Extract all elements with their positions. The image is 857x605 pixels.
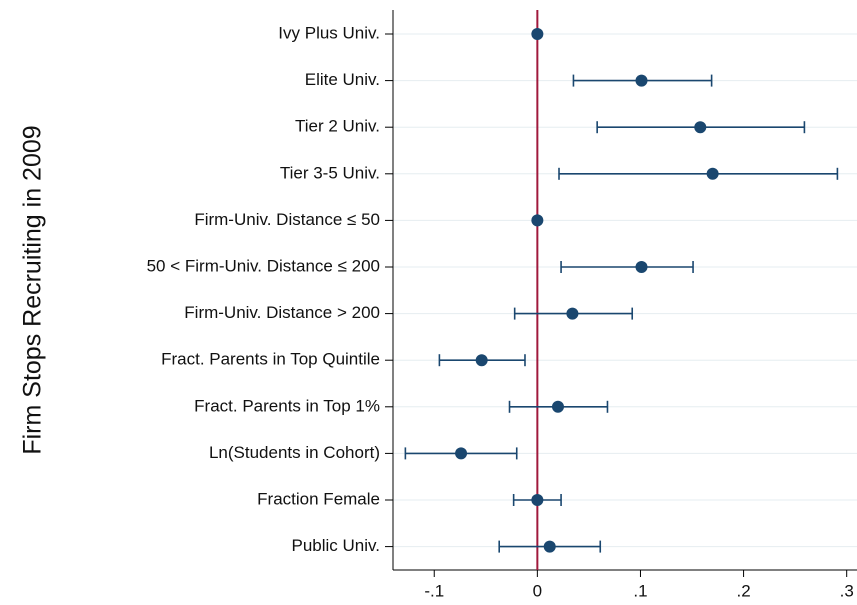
point <box>543 540 556 553</box>
point <box>531 214 544 227</box>
point <box>566 307 579 320</box>
point <box>475 354 488 367</box>
y-tick-label: Fract. Parents in Top Quintile <box>161 350 380 369</box>
x-tick-label: .2 <box>736 581 750 600</box>
y-tick-label: Elite Univ. <box>305 70 380 89</box>
y-axis-label: Firm Stops Recruiting in 2009 <box>19 125 47 454</box>
y-tick-label: Ivy Plus Univ. <box>278 23 380 42</box>
error-bar <box>560 261 694 273</box>
point <box>694 121 707 134</box>
point <box>635 74 648 87</box>
x-tick-label: -.1 <box>424 581 444 600</box>
point <box>455 447 468 460</box>
x-tick-label: .1 <box>633 581 647 600</box>
point <box>635 261 648 273</box>
y-tick-label: Public Univ. <box>292 536 381 555</box>
y-tick-label: Ln(Students in Cohort) <box>209 443 380 462</box>
x-tick-label: 0 <box>533 581 542 600</box>
point <box>531 28 544 40</box>
x-tick-label: .3 <box>840 581 854 600</box>
point <box>531 494 544 506</box>
y-tick-label: Tier 2 Univ. <box>295 117 380 136</box>
y-tick-label: Fract. Parents in Top 1% <box>194 396 380 415</box>
point <box>551 400 564 413</box>
y-tick-label: Fraction Female <box>257 489 380 508</box>
point <box>706 167 719 180</box>
y-tick-label: Firm-Univ. Distance > 200 <box>184 303 380 322</box>
y-tick-label: Tier 3-5 Univ. <box>280 163 380 182</box>
y-tick-label: Firm-Univ. Distance ≤ 50 <box>194 210 380 229</box>
error-bar <box>558 167 839 180</box>
y-tick-label: 50 < Firm-Univ. Distance ≤ 200 <box>147 256 380 275</box>
